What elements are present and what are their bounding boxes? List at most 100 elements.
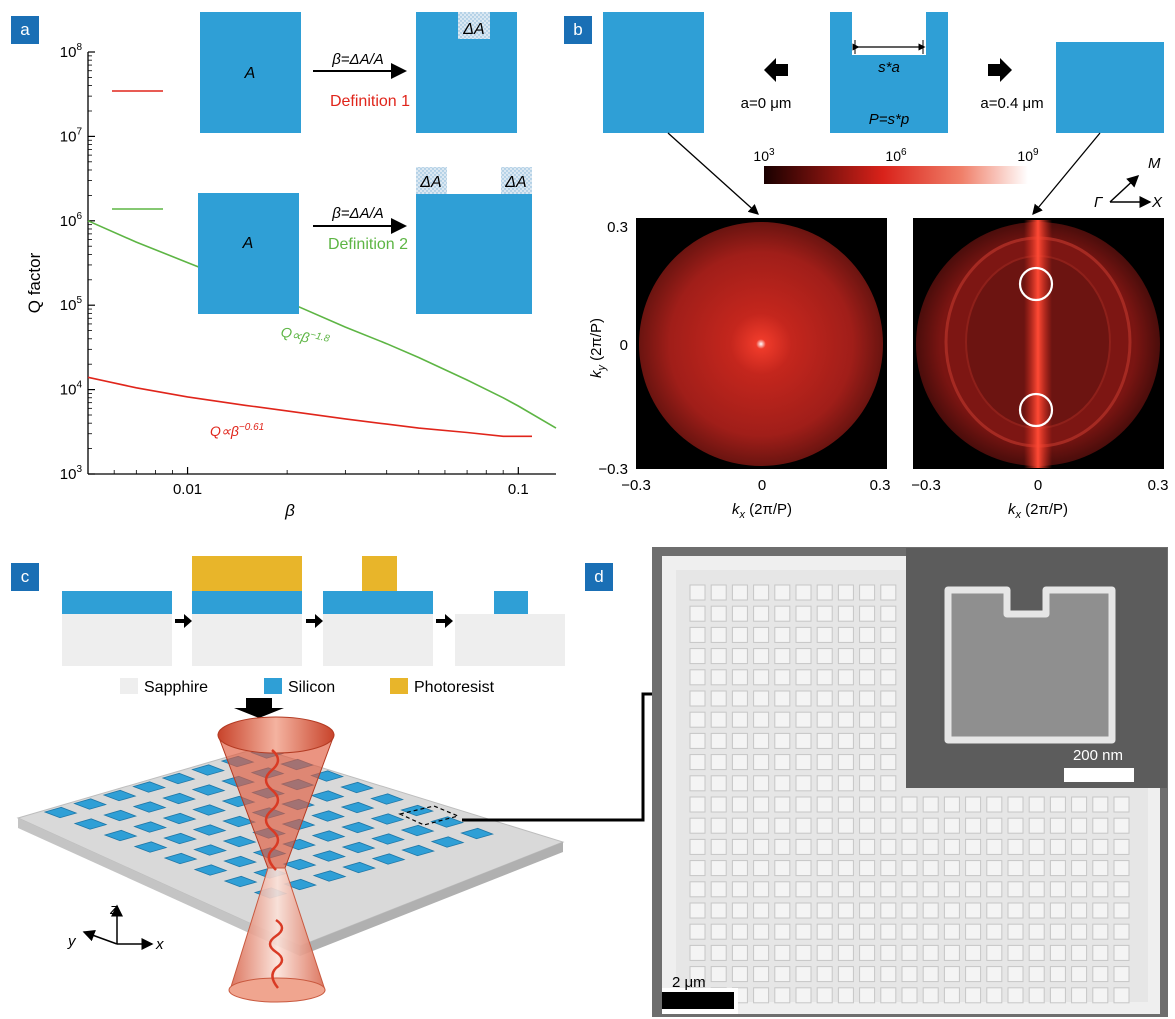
silicon-pillar [132,781,166,793]
sem-unit-cell [731,881,748,898]
silicon-pillar [193,844,227,856]
silicon-pillar [400,824,435,837]
sem-unit-cell [837,669,854,686]
sem-unit-cell [710,711,727,728]
sem-unit-cell [753,605,770,622]
sem-unit-cell [731,923,748,940]
sem-unit-cell [774,711,791,728]
sem-unit-cell [731,966,748,983]
unit-cell-a0 [603,12,704,133]
series-line-1 [87,376,532,438]
sem-unit-cell [943,838,960,855]
sem-unit-cell [731,860,748,877]
sem-inset: 200 nm [906,548,1167,788]
silicon-pillar [133,841,168,853]
sem-unit-cell [689,796,706,813]
delta-area-label: ΔA [462,21,484,38]
sem-unit-cell [1049,944,1066,961]
x-tick: 0.3 [870,477,891,494]
sem-unit-cell [859,923,876,940]
sem-unit-cell [943,817,960,834]
sem-unit-cell [1113,881,1130,898]
sem-unit-cell [816,796,833,813]
sem-unit-cell [901,923,918,940]
sem-unit-cell [901,838,918,855]
sem-unit-cell [1071,987,1088,1004]
metasurface-3d [16,716,565,1003]
sem-unit-cell [795,669,812,686]
silicon-pillar [310,790,345,802]
sem-unit-cell [731,838,748,855]
direction-gamma: Γ [1094,194,1104,211]
silicon-pillar [341,841,376,854]
panel-label-d: d [585,563,613,591]
sem-unit-cell [689,838,706,855]
sem-unit-cell [986,944,1003,961]
sem-unit-cell [816,690,833,707]
sem-unit-cell [901,817,918,834]
sem-unit-cell [710,754,727,771]
legend-swatch-sapphire [120,678,138,694]
unit-cell-notched [830,12,948,133]
sem-unit-cell [731,648,748,665]
sem-unit-cell [1092,987,1109,1004]
sem-unit-cell [837,987,854,1004]
sem-unit-cell [1028,923,1045,940]
x-tick: −0.3 [621,477,651,494]
sem-unit-cell [816,775,833,792]
sem-unit-cell [753,648,770,665]
gamma-m-arrow [1109,174,1140,203]
sem-unit-cell [986,860,1003,877]
sem-unit-cell [1049,966,1066,983]
sem-unit-cell [859,626,876,643]
removed-area-1 [458,12,490,39]
sem-unit-cell [689,860,706,877]
panel-label-c: c [11,563,39,591]
sem-unit-cell [753,923,770,940]
sem-unit-cell [859,881,876,898]
sem-unit-cell [986,966,1003,983]
sem-unit-cell [753,796,770,813]
sem-unit-cell [795,838,812,855]
sem-unit-cell [1092,881,1109,898]
sem-unit-cell [689,966,706,983]
fit-annotation-red: Q∝β−0.61 [210,422,264,439]
sem-unit-cell [710,626,727,643]
sem-unit-cell [880,881,897,898]
sem-unit-cell [837,796,854,813]
sem-unit-cell [859,605,876,622]
sem-unit-cell [689,584,706,601]
silicon-pillar [43,806,78,819]
sem-unit-cell [731,626,748,643]
added-area-left [416,167,447,194]
silicon-pillar [460,827,494,840]
sem-unit-cell [1028,944,1045,961]
sem-unit-cell [859,966,876,983]
sem-unit-cell [880,648,897,665]
sem-unit-cell [859,669,876,686]
sem-unit-cell [1028,817,1045,834]
silicon-pillar [103,829,138,842]
silicon-pillar [312,870,347,882]
sem-unit-cell [901,966,918,983]
sem-unit-cell [753,817,770,834]
sem-unit-cell [965,796,982,813]
sem-unit-cell [689,711,706,728]
x-tick: 0.3 [1148,477,1169,494]
silicon-pillar [192,804,226,816]
sem-unit-cell [816,860,833,877]
x-tick-label: 0.1 [508,481,529,498]
colorbar [764,166,1028,184]
fabrication-steps [62,556,565,666]
area-label: A [242,235,254,252]
sem-unit-cell [837,605,854,622]
silicon-pillar [103,809,137,822]
sem-unit-cell [816,944,833,961]
sem-unit-cell [859,944,876,961]
silicon-pillar [133,821,167,833]
sem-unit-cell [795,690,812,707]
panel-label-b: b [564,16,592,44]
sem-unit-cell [816,711,833,728]
sem-unit-cell [689,775,706,792]
sem-unit-cell [837,838,854,855]
